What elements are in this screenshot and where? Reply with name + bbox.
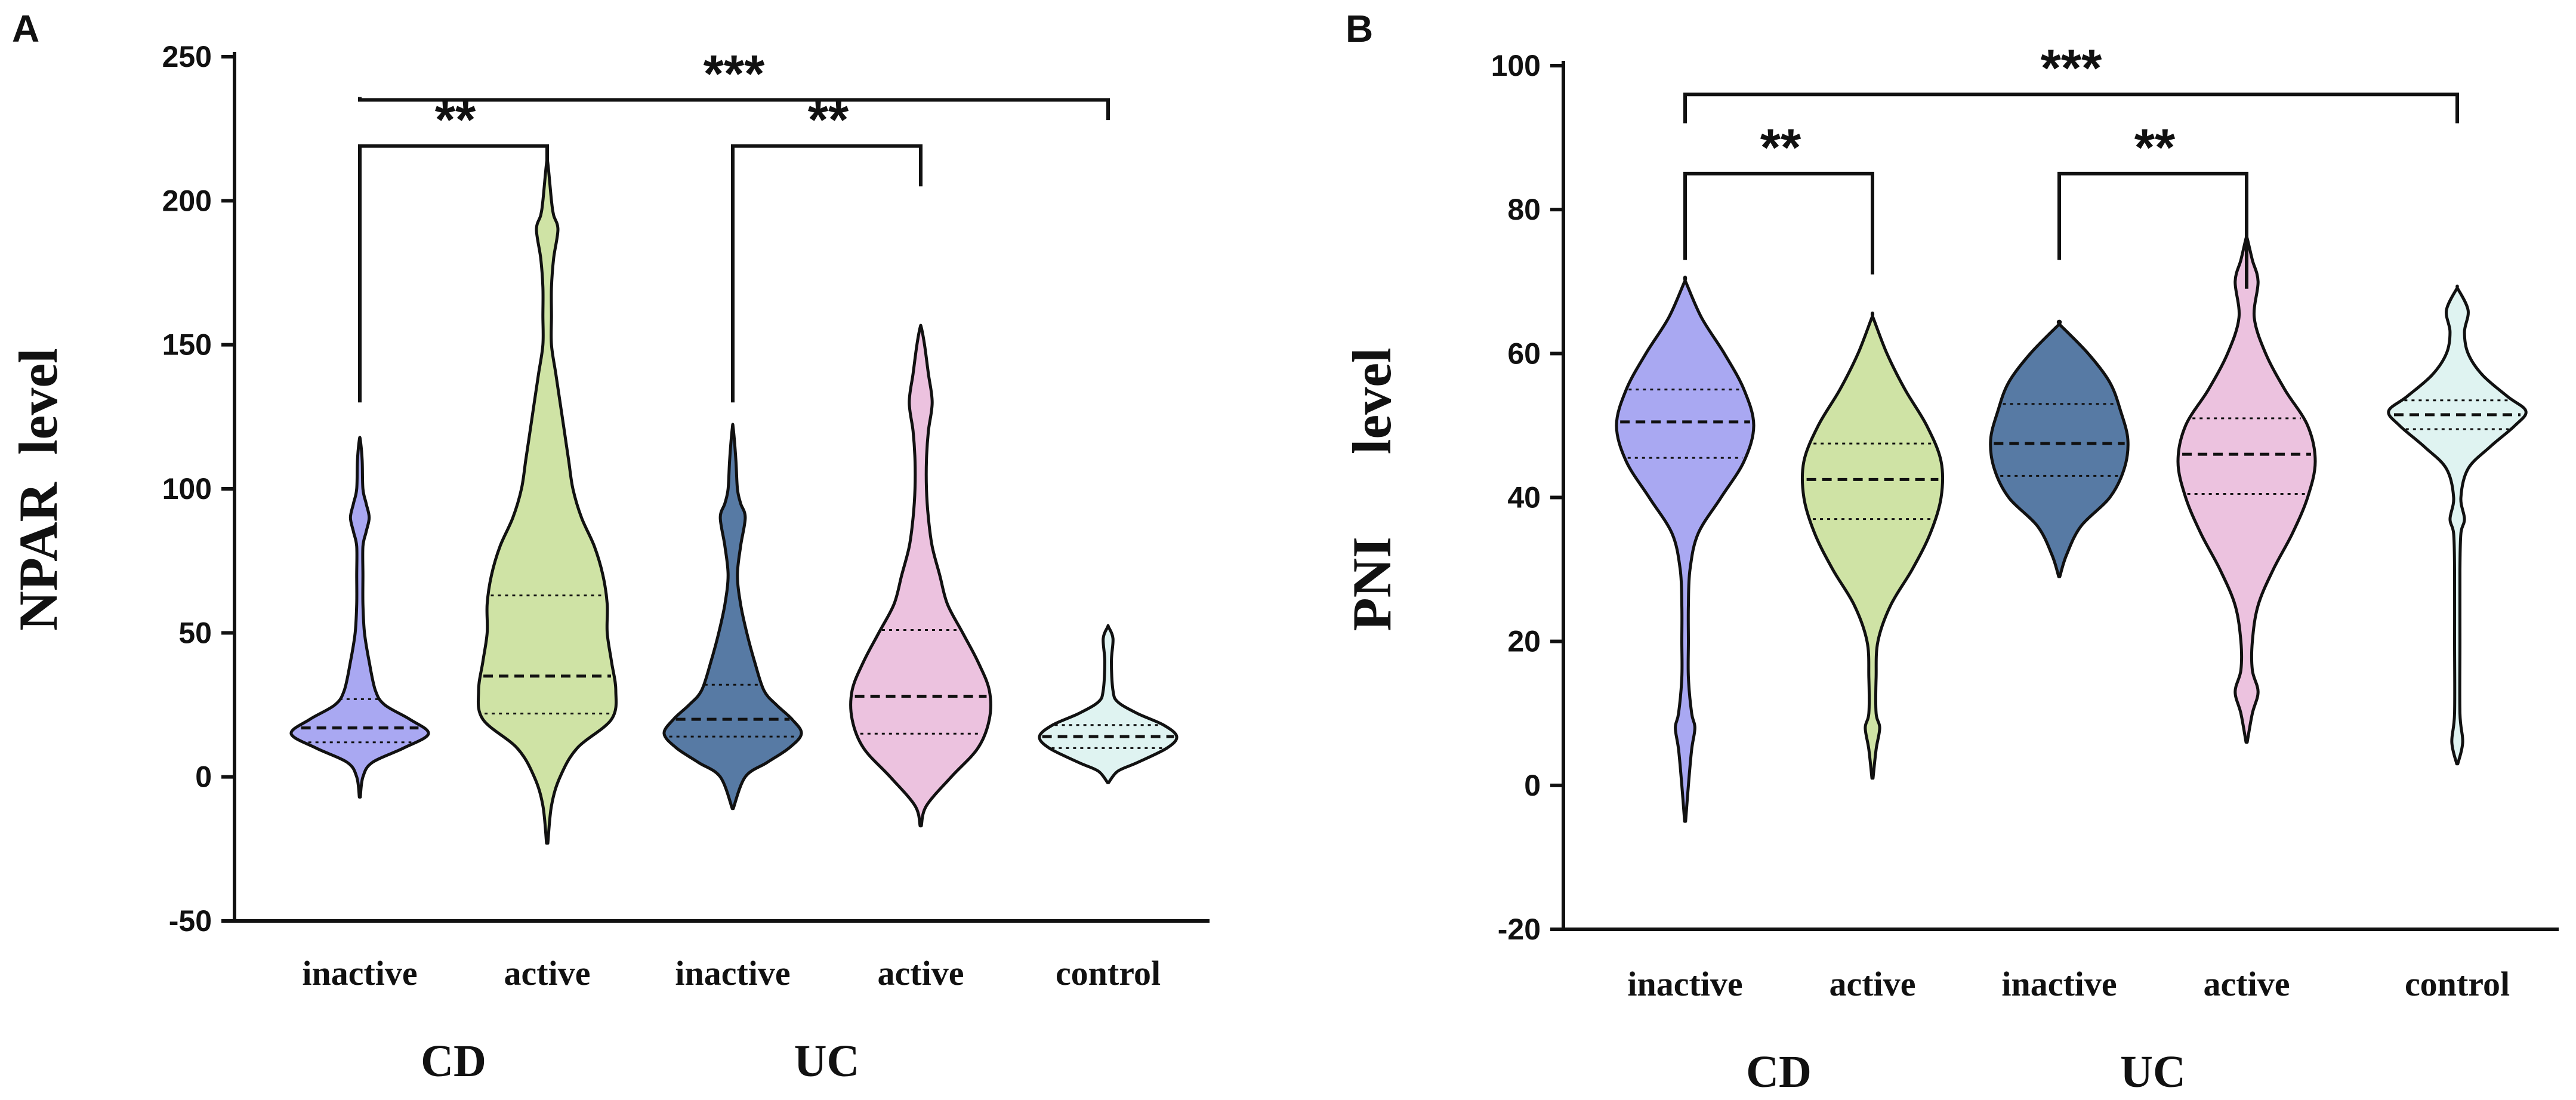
- significance-label: **: [1760, 118, 1801, 177]
- y-axis-title: PNI level: [1341, 347, 1402, 631]
- violin-3: [1989, 319, 2130, 578]
- significance-bracket: **: [358, 90, 549, 403]
- violin-body: [2387, 284, 2528, 766]
- violin-body: [849, 323, 992, 828]
- bracket-line: [731, 144, 923, 403]
- y-tick-label: 50: [178, 616, 212, 649]
- violin-body: [1615, 275, 1756, 823]
- bracket-line: [2057, 171, 2248, 289]
- y-tick-label: 60: [1507, 337, 1541, 370]
- violin-1: [1615, 275, 1756, 823]
- x-category-label: active: [878, 954, 964, 993]
- violin-body: [476, 157, 618, 845]
- y-tick-label: 80: [1507, 193, 1541, 226]
- violin-body: [1800, 312, 1945, 780]
- violin-body: [662, 423, 803, 811]
- violin-body: [2176, 234, 2317, 744]
- violin-3: [662, 423, 803, 811]
- significance-bracket: ***: [358, 44, 1110, 121]
- x-group-label: CD: [421, 1036, 486, 1086]
- violin-body: [1989, 319, 2130, 578]
- y-axis-title: NPAR level: [8, 348, 69, 630]
- x-category-label: control: [2405, 965, 2510, 1003]
- x-group-label: UC: [794, 1036, 860, 1086]
- significance-label: ***: [2041, 38, 2102, 97]
- y-tick-label: 150: [162, 328, 212, 362]
- x-category-label: inactive: [675, 954, 790, 993]
- x-category-label: inactive: [2001, 965, 2117, 1003]
- y-tick-label: 20: [1507, 625, 1541, 658]
- bracket-line: [1683, 93, 2459, 124]
- panel-label: A: [12, 7, 39, 50]
- x-category-label: inactive: [1627, 965, 1742, 1003]
- significance-bracket: **: [1683, 118, 1874, 275]
- y-tick-label: -20: [1498, 913, 1541, 946]
- violin-2: [476, 157, 618, 845]
- x-category-label: active: [504, 954, 591, 993]
- y-tick-label: 40: [1507, 481, 1541, 514]
- violin-4: [849, 323, 992, 828]
- x-group-label: UC: [2120, 1047, 2186, 1097]
- chart-panel-A: A 250 200 150 100 50 0 -50 NPAR level inactive act…: [8, 7, 1210, 1086]
- y-tick-label: 250: [162, 40, 212, 73]
- bracket-line: [358, 97, 1110, 121]
- violin-5: [1038, 624, 1179, 784]
- x-category-label: control: [1056, 954, 1161, 993]
- y-tick-label: -50: [169, 904, 212, 938]
- violin-1: [289, 436, 430, 799]
- violin-4: [2176, 234, 2317, 744]
- bracket-line: [358, 144, 549, 403]
- x-category-label: active: [1830, 965, 1916, 1003]
- x-category-label: inactive: [302, 954, 417, 993]
- bracket-line: [1683, 171, 1874, 275]
- y-tick-label: 100: [162, 472, 212, 506]
- y-tick-label: 0: [195, 760, 212, 794]
- significance-label: **: [2134, 118, 2176, 177]
- significance-bracket: ***: [1683, 38, 2459, 124]
- violin-body: [289, 436, 430, 799]
- significance-label: **: [808, 90, 849, 149]
- x-category-label: active: [2204, 965, 2290, 1003]
- panel-label: B: [1346, 7, 1373, 50]
- significance-bracket: **: [2057, 118, 2248, 289]
- y-tick-label: 100: [1491, 49, 1541, 82]
- x-group-label: CD: [1746, 1047, 1812, 1097]
- violin-5: [2387, 284, 2528, 766]
- y-tick-label: 0: [1524, 769, 1541, 802]
- chart-panel-B: B 100 80 60 40 20 0 -20 PNI level inactive active i…: [1341, 7, 2559, 1097]
- significance-label: ***: [704, 44, 765, 103]
- significance-label: **: [435, 90, 476, 149]
- violin-2: [1800, 312, 1945, 780]
- significance-bracket: **: [731, 90, 923, 403]
- y-tick-label: 200: [162, 184, 212, 217]
- violin-body: [1038, 624, 1179, 784]
